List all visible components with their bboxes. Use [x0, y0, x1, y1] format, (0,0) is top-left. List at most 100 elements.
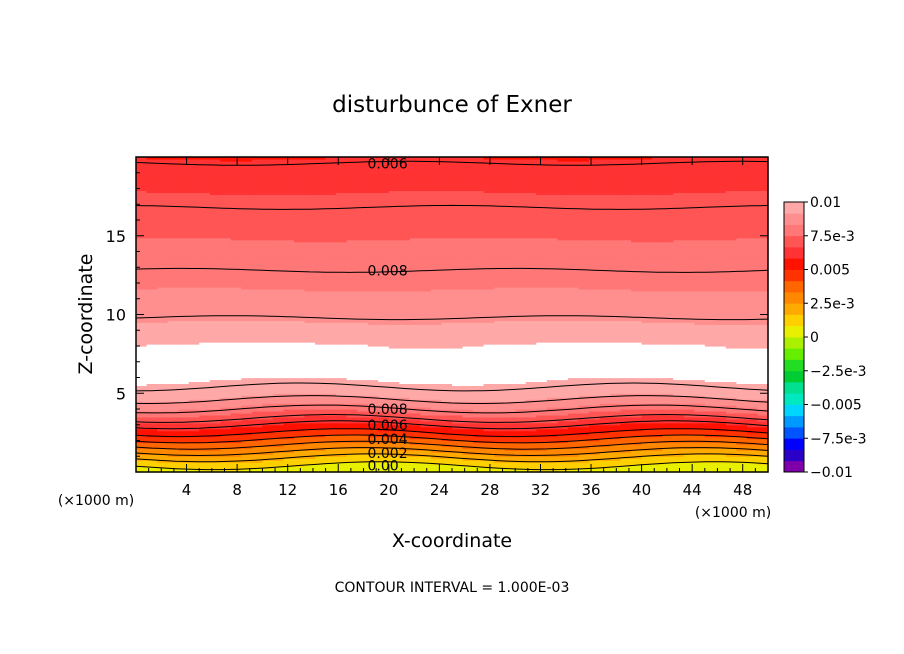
field-cell	[220, 454, 232, 457]
field-cell	[336, 452, 348, 455]
field-cell	[673, 428, 685, 432]
field-cell	[588, 369, 601, 373]
field-cell	[220, 452, 232, 455]
field-cell	[620, 452, 632, 455]
field-cell	[157, 414, 169, 418]
field-cell	[409, 308, 421, 312]
field-cell	[546, 456, 558, 459]
field-cell	[525, 414, 537, 418]
field-cell	[325, 385, 337, 388]
field-cell	[262, 454, 274, 457]
field-cell	[536, 416, 548, 420]
field-cell	[188, 310, 200, 314]
field-cell	[610, 460, 622, 463]
field-cell	[430, 322, 443, 325]
field-cell	[673, 349, 685, 353]
field-cell	[220, 403, 232, 406]
field-cell	[336, 389, 348, 392]
field-cell	[251, 306, 263, 310]
field-cell	[146, 397, 158, 400]
field-cell	[504, 326, 516, 329]
field-cell	[746, 377, 759, 381]
field-cell	[325, 426, 337, 430]
field-cell	[199, 395, 211, 398]
field-cell	[146, 432, 158, 436]
field-cell	[199, 401, 211, 404]
field-cell	[652, 422, 664, 426]
field-cell	[294, 314, 306, 318]
field-cell	[504, 409, 516, 412]
field-cell	[525, 430, 537, 434]
field-cell	[452, 387, 464, 390]
field-cell	[357, 436, 369, 440]
field-cell	[683, 316, 695, 320]
field-cell	[683, 340, 695, 343]
field-cell	[578, 414, 590, 418]
field-cell	[715, 371, 727, 375]
field-cell	[367, 381, 379, 385]
field-cell	[230, 363, 242, 367]
field-cell	[704, 322, 716, 325]
field-cell	[325, 407, 337, 410]
field-cell	[357, 351, 369, 355]
field-cell	[230, 452, 242, 455]
field-cell	[199, 450, 211, 453]
field-cell	[167, 444, 179, 448]
field-cell	[146, 395, 158, 398]
field-cell	[631, 347, 643, 351]
field-cell	[610, 326, 622, 329]
field-cell	[346, 410, 358, 414]
field-cell	[452, 346, 464, 349]
field-cell	[430, 379, 443, 383]
field-cell	[631, 334, 643, 337]
field-cell	[567, 426, 579, 430]
field-cell	[230, 385, 242, 388]
field-cell	[652, 363, 664, 367]
field-cell	[283, 355, 295, 359]
field-cell	[462, 409, 474, 412]
field-cell	[420, 416, 432, 420]
field-cell	[146, 308, 158, 312]
field-cell	[473, 369, 485, 373]
field-cell	[641, 312, 653, 316]
field-cell	[199, 336, 211, 339]
field-cell	[251, 328, 263, 331]
field-cell	[251, 399, 263, 402]
field-cell	[715, 458, 727, 461]
field-cell	[388, 369, 400, 373]
field-cell	[599, 379, 611, 383]
field-cell	[430, 428, 443, 432]
field-cell	[662, 464, 674, 467]
field-cell	[262, 336, 274, 339]
field-cell	[694, 462, 706, 465]
field-cell	[452, 440, 464, 444]
field-cell	[462, 462, 474, 465]
field-cell	[304, 312, 316, 316]
field-cell	[336, 456, 348, 459]
field-cell	[599, 375, 611, 379]
field-cell	[494, 434, 506, 438]
field-cell	[220, 326, 232, 329]
field-cell	[304, 410, 316, 414]
field-cell	[430, 422, 443, 426]
field-cell	[494, 314, 506, 318]
field-cell	[220, 371, 232, 375]
field-cell	[652, 349, 664, 353]
field-cell	[641, 326, 653, 329]
field-cell	[336, 363, 348, 367]
field-cell	[241, 330, 253, 333]
field-cell	[178, 371, 190, 375]
field-cell	[515, 353, 527, 357]
field-cell	[357, 420, 369, 424]
field-cell	[336, 438, 348, 442]
field-cell	[441, 346, 453, 349]
field-cell	[388, 430, 400, 434]
field-cell	[136, 359, 148, 363]
field-cell	[315, 450, 327, 453]
field-cell	[483, 349, 495, 353]
field-cell	[378, 432, 390, 436]
field-cell	[262, 399, 274, 402]
field-cell	[525, 369, 537, 373]
field-cell	[441, 379, 453, 383]
field-cell	[230, 383, 242, 386]
